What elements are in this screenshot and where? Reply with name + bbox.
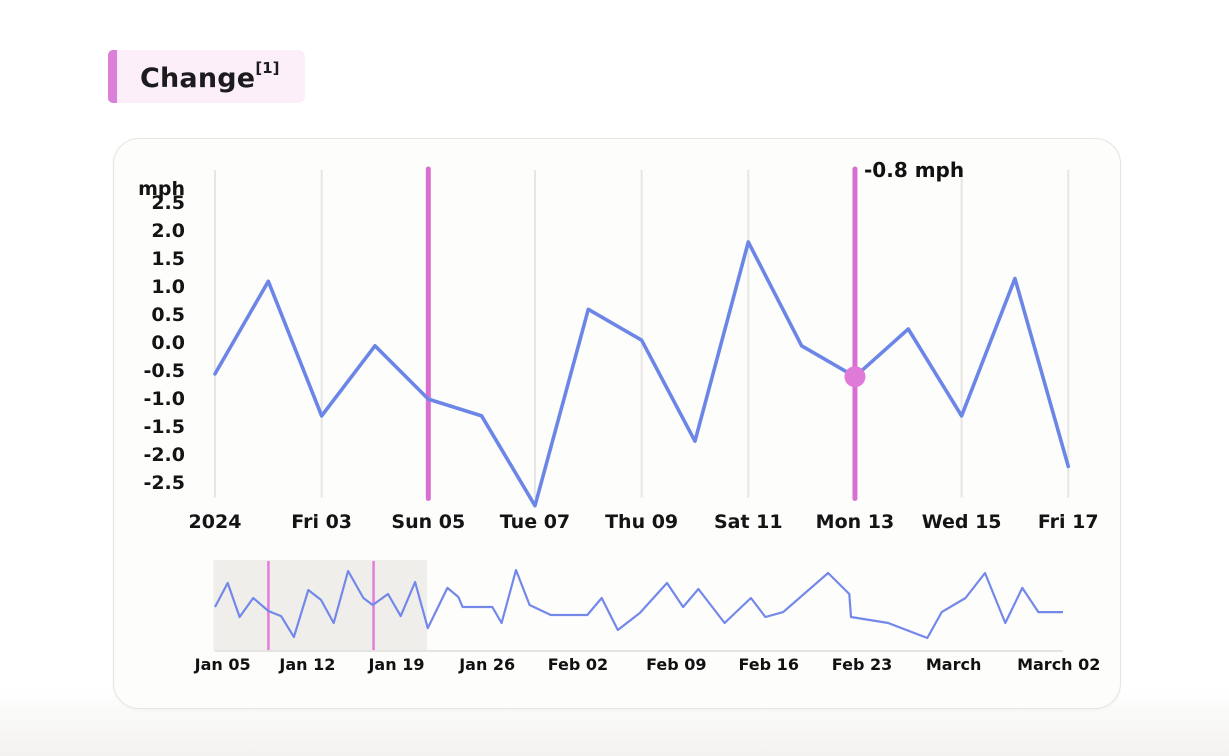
highlight-point-marker[interactable]	[844, 366, 866, 388]
page-title: Change[1]	[108, 59, 280, 94]
title-label: Change	[140, 63, 256, 94]
tooltip-value-label: -0.8 mph	[864, 158, 965, 182]
chart-title-chip: Change[1]	[108, 50, 306, 103]
title-superscript: [1]	[255, 59, 280, 77]
navigator-series-line[interactable]	[214, 568, 1063, 640]
series-line[interactable]	[213, 240, 1071, 508]
title-accent-bar	[108, 50, 117, 103]
